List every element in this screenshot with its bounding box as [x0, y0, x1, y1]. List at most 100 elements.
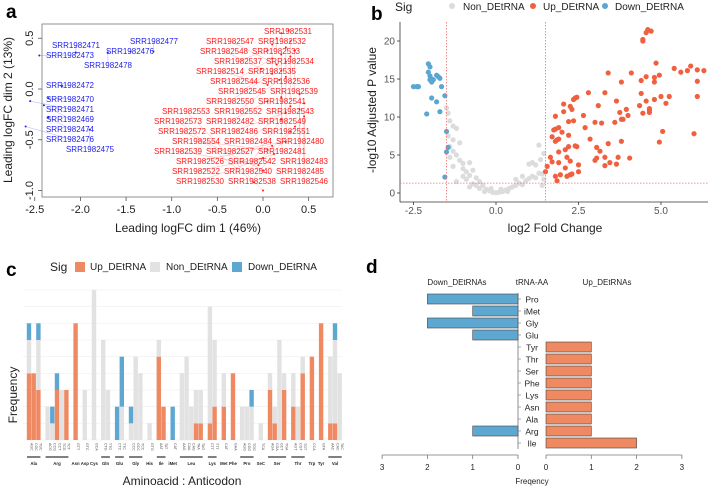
point-non-de	[504, 188, 511, 195]
point-non-de	[498, 186, 504, 192]
panel-label-b: b	[371, 4, 383, 25]
sample-point-red	[293, 125, 296, 128]
point-up-de	[542, 169, 549, 175]
y-tick-label: 20	[384, 37, 396, 48]
aminoacid-label: SeC	[257, 461, 265, 466]
anticodon-label: TAC	[340, 443, 344, 450]
point-up-de	[660, 128, 666, 135]
sample-point-red	[298, 108, 301, 111]
sample-point-red	[284, 111, 287, 114]
point-up-de	[612, 119, 618, 125]
plot-frame	[41, 23, 334, 198]
point-non-de	[450, 137, 456, 143]
x-tick-label: -1.0	[162, 204, 181, 216]
bar-non	[240, 406, 245, 440]
point-up-de	[628, 70, 634, 76]
point-up-de	[557, 172, 563, 178]
anticodon-label: TTC	[122, 443, 126, 450]
leader-line	[293, 50, 296, 92]
point-up-de	[694, 93, 700, 100]
legend-title: Sig	[395, 0, 412, 14]
bar-non	[198, 389, 203, 424]
point-up-de	[625, 112, 631, 119]
category-label: Asn	[525, 403, 540, 413]
anticodon-label: GCC	[136, 443, 140, 451]
bar-up	[545, 413, 592, 425]
panel-label-a: a	[6, 2, 17, 23]
bar-non	[36, 339, 41, 390]
point-up-de	[618, 138, 625, 144]
leader-line	[237, 79, 280, 112]
anticodon-label: CGT	[298, 443, 302, 451]
point-non-de	[536, 142, 542, 148]
sample-points	[24, 29, 306, 192]
x-tick-label: 0.5	[301, 204, 316, 216]
anticodon-label: GTT	[76, 443, 80, 451]
bar-non	[244, 406, 250, 440]
point-up-de	[566, 118, 572, 125]
sample-point-red	[266, 49, 269, 52]
anticodon-label: GAA	[233, 443, 237, 451]
legend-key-non	[150, 262, 160, 272]
leader-line	[251, 119, 282, 162]
sample-point-red	[284, 75, 287, 78]
x-tick-label: 5.0	[654, 206, 668, 217]
x-tick-label: 1	[589, 463, 594, 472]
sample-point-red	[275, 63, 278, 66]
bar-up	[36, 389, 41, 440]
bar-down	[114, 406, 120, 440]
center-title: tRNA-AA	[516, 278, 549, 287]
x-tick-label: 0	[516, 463, 521, 472]
point-up-de	[651, 74, 658, 81]
x-tick-label: 1	[470, 463, 475, 472]
sample-label-red: SRR1982537	[214, 57, 263, 66]
anticodon-label: GCT	[280, 443, 284, 451]
point-up-de	[638, 90, 644, 97]
anticodon-label: CTC	[117, 443, 121, 451]
point-up-de	[615, 154, 621, 160]
sample-label-red: SRR1982544	[210, 77, 259, 86]
legend-label-down: Down_DEtRNA	[615, 2, 684, 13]
bar-down	[332, 323, 338, 340]
sample-label-red: SRR1982547	[206, 37, 255, 46]
point-up-de	[562, 165, 568, 171]
category-label: Ser	[525, 367, 538, 377]
category-label: Ile	[528, 439, 537, 449]
bar-up	[318, 323, 324, 440]
anticodon-label: TAT	[164, 443, 168, 450]
bar-up	[291, 406, 296, 440]
x-tick-label: 0	[544, 463, 549, 472]
point-non-de	[537, 156, 544, 163]
aminoacid-label: Gly	[132, 461, 140, 466]
sample-point-red	[262, 157, 264, 160]
category-label: Gly	[526, 319, 540, 329]
bar-non	[179, 373, 185, 440]
aminoacid-label: Trp	[309, 461, 316, 466]
bar-up	[193, 423, 199, 440]
sample-label-red: SRR1982551	[262, 127, 311, 136]
sample-label-red: SRR1982572	[158, 127, 207, 136]
leader-line	[281, 97, 283, 152]
bar-up	[221, 406, 226, 440]
point-up-de	[566, 132, 572, 138]
point-up-de	[684, 68, 691, 74]
bar-non	[258, 423, 263, 440]
anticodon-label: CGG	[247, 443, 251, 451]
leader-line	[177, 150, 259, 166]
sample-label-red: SRR1982540	[224, 167, 273, 176]
point-non-de	[473, 182, 479, 188]
sample-point-red	[260, 67, 263, 70]
anticodon-label: GTG	[150, 443, 154, 451]
sample-point-red	[266, 83, 269, 86]
sample-label-red: SRR1982548	[200, 47, 249, 56]
legend-label-non: Non_DEtRNA	[463, 2, 525, 13]
anticodon-label: AAC	[331, 443, 335, 451]
point-non-de	[533, 162, 539, 168]
point-up-de	[623, 106, 629, 112]
category-label: Tyr	[526, 343, 538, 353]
point-up-de	[556, 136, 562, 142]
bar-up	[545, 401, 592, 413]
bar-non	[337, 373, 342, 440]
anticodon-label: TGC	[39, 443, 43, 451]
sample-label-red: SRR1982531	[264, 27, 313, 36]
